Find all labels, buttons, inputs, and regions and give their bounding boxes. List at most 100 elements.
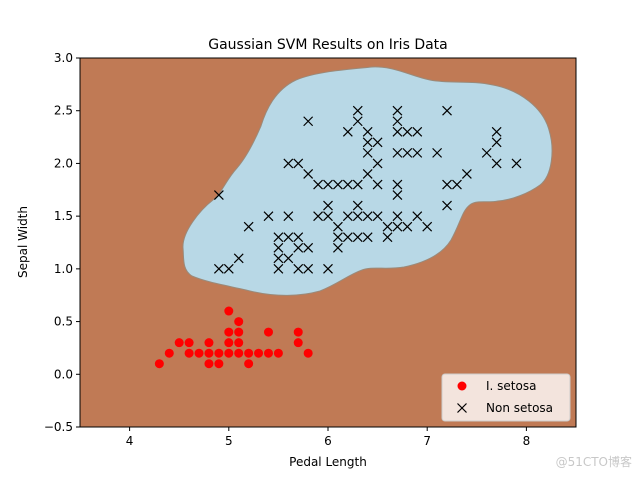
non-setosa-point xyxy=(362,137,373,148)
non-setosa-point xyxy=(283,158,294,169)
y-axis-label: Sepal Width xyxy=(16,206,30,278)
setosa-point xyxy=(303,348,313,358)
setosa-point xyxy=(254,348,264,358)
chart-title: Gaussian SVM Results on Iris Data xyxy=(208,37,448,53)
non-setosa-point xyxy=(382,232,393,243)
non-setosa-decision-region xyxy=(182,66,552,296)
non-setosa-point xyxy=(362,169,373,179)
legend: I. setosa Non setosa xyxy=(441,373,571,422)
setosa-point xyxy=(154,359,164,369)
non-setosa-point xyxy=(392,190,403,200)
non-setosa-point xyxy=(313,179,324,190)
non-setosa-point xyxy=(511,158,522,169)
non-setosa-point xyxy=(293,242,304,253)
non-setosa-point xyxy=(491,137,502,148)
series-setosa xyxy=(154,306,313,369)
non-setosa-point xyxy=(372,137,383,148)
non-setosa-point xyxy=(313,211,324,222)
non-setosa-point xyxy=(372,211,383,222)
non-setosa-point xyxy=(412,126,423,137)
setosa-point xyxy=(263,327,273,337)
non-setosa-point xyxy=(372,158,383,169)
y-tick-label: 1.0 xyxy=(54,262,73,276)
non-setosa-point xyxy=(491,126,502,137)
y-tick-label: 0.0 xyxy=(54,367,73,381)
non-setosa-point xyxy=(342,179,353,190)
non-setosa-point xyxy=(303,169,314,179)
plot-area xyxy=(79,57,577,428)
x-axis: 4 5 6 7 8 xyxy=(126,427,530,448)
non-setosa-point xyxy=(213,263,224,274)
setosa-point xyxy=(184,348,194,358)
setosa-point xyxy=(263,348,273,358)
setosa-point xyxy=(184,338,194,348)
non-setosa-point xyxy=(293,158,304,169)
x-axis-label: Pedal Length xyxy=(289,455,367,469)
non-setosa-point xyxy=(392,147,403,158)
non-setosa-point xyxy=(392,179,403,190)
non-setosa-point xyxy=(303,242,314,253)
non-setosa-point xyxy=(342,211,353,222)
x-tick-label: 8 xyxy=(523,434,531,448)
legend-setosa-marker xyxy=(457,381,467,391)
setosa-point xyxy=(244,348,254,358)
non-setosa-point xyxy=(402,126,413,137)
setosa-point xyxy=(273,348,283,358)
setosa-point xyxy=(204,359,214,369)
non-setosa-point xyxy=(332,221,343,232)
non-setosa-point xyxy=(392,105,403,116)
setosa-point xyxy=(194,348,204,358)
series-non-setosa xyxy=(213,105,522,274)
non-setosa-point xyxy=(273,263,284,274)
non-setosa-point xyxy=(283,211,294,222)
non-setosa-point xyxy=(461,169,472,179)
setosa-point xyxy=(174,338,184,348)
x-tick-label: 4 xyxy=(126,434,134,448)
non-setosa-point xyxy=(323,179,333,190)
setosa-point xyxy=(204,348,214,358)
setosa-point xyxy=(234,338,244,348)
setosa-point xyxy=(244,359,254,369)
non-setosa-point xyxy=(223,263,234,274)
non-setosa-point xyxy=(392,221,403,232)
non-setosa-point xyxy=(273,242,284,253)
non-setosa-point xyxy=(392,126,403,137)
setosa-point xyxy=(224,306,234,316)
setosa-point xyxy=(224,348,234,358)
non-setosa-point xyxy=(352,179,363,190)
decision-boundary xyxy=(182,66,553,296)
non-setosa-point xyxy=(392,116,403,127)
non-setosa-point xyxy=(233,253,244,264)
y-axis: −0.5 0.0 0.5 1.0 1.5 2.0 2.5 3.0 xyxy=(44,51,80,434)
setosa-point xyxy=(214,359,224,369)
x-tick-label: 7 xyxy=(423,434,431,448)
non-setosa-point xyxy=(303,116,314,127)
non-setosa-point xyxy=(342,126,353,137)
non-setosa-point xyxy=(352,116,363,127)
setosa-point xyxy=(224,338,234,348)
y-tick-label: 3.0 xyxy=(54,51,73,65)
non-setosa-point xyxy=(382,221,393,232)
non-setosa-point xyxy=(372,179,383,190)
non-setosa-point xyxy=(442,179,452,190)
setosa-point xyxy=(234,348,244,358)
non-setosa-point xyxy=(243,221,254,232)
setosa-point xyxy=(214,348,224,358)
non-setosa-point xyxy=(432,147,443,158)
non-setosa-point xyxy=(491,158,502,169)
non-setosa-point xyxy=(303,263,314,274)
y-tick-label: 2.5 xyxy=(54,104,73,118)
non-setosa-point xyxy=(362,147,373,158)
legend-setosa-label: I. setosa xyxy=(486,379,536,393)
non-setosa-point xyxy=(273,232,284,243)
non-setosa-point xyxy=(442,200,452,211)
setosa-point xyxy=(293,338,303,348)
y-tick-label: 1.5 xyxy=(54,209,73,223)
y-tick-label: 0.5 xyxy=(54,315,73,329)
setosa-point xyxy=(234,317,244,327)
setosa-point xyxy=(234,327,244,337)
legend-non-setosa-label: Non setosa xyxy=(486,401,553,415)
non-setosa-point xyxy=(332,242,343,253)
non-setosa-point xyxy=(362,211,373,222)
